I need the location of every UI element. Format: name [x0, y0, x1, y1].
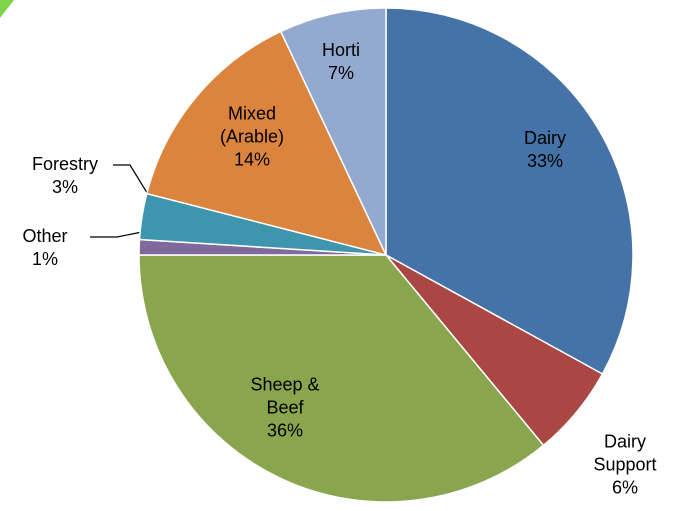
slice-label: Horti 7%	[306, 39, 376, 85]
percent-label: 7%	[327, 63, 354, 83]
percent-label: 3%	[51, 177, 78, 197]
category-label: Mixed (Arable)	[219, 103, 285, 147]
slice-label: Sheep & Beef 36%	[245, 374, 325, 443]
corner-mark	[0, 0, 14, 18]
pie-slice	[145, 30, 388, 257]
category-label: Dairy	[523, 128, 566, 148]
pie-slice	[279, 7, 387, 256]
category-label: Sheep & Beef	[250, 374, 320, 418]
slice-label: Other 1%	[5, 225, 85, 271]
category-label: Forestry	[31, 154, 98, 174]
percent-label: 1%	[31, 249, 58, 269]
category-label: Horti	[321, 40, 360, 60]
leader-line	[90, 231, 143, 238]
percent-label: 33%	[526, 151, 564, 171]
leader-line	[113, 164, 150, 197]
slice-label: Dairy Support 6%	[585, 431, 665, 500]
category-label: Dairy Support	[593, 431, 657, 475]
percent-label: 6%	[611, 477, 638, 498]
percent-label: 14%	[233, 149, 271, 170]
slice-label: Mixed (Arable) 14%	[207, 103, 297, 172]
slice-label: Dairy 33%	[500, 127, 590, 173]
category-label: Other	[22, 226, 68, 246]
percent-label: 36%	[266, 420, 304, 441]
slice-label: Forestry 3%	[15, 153, 115, 199]
pie-slice	[385, 7, 634, 376]
pie-slice	[138, 254, 545, 503]
